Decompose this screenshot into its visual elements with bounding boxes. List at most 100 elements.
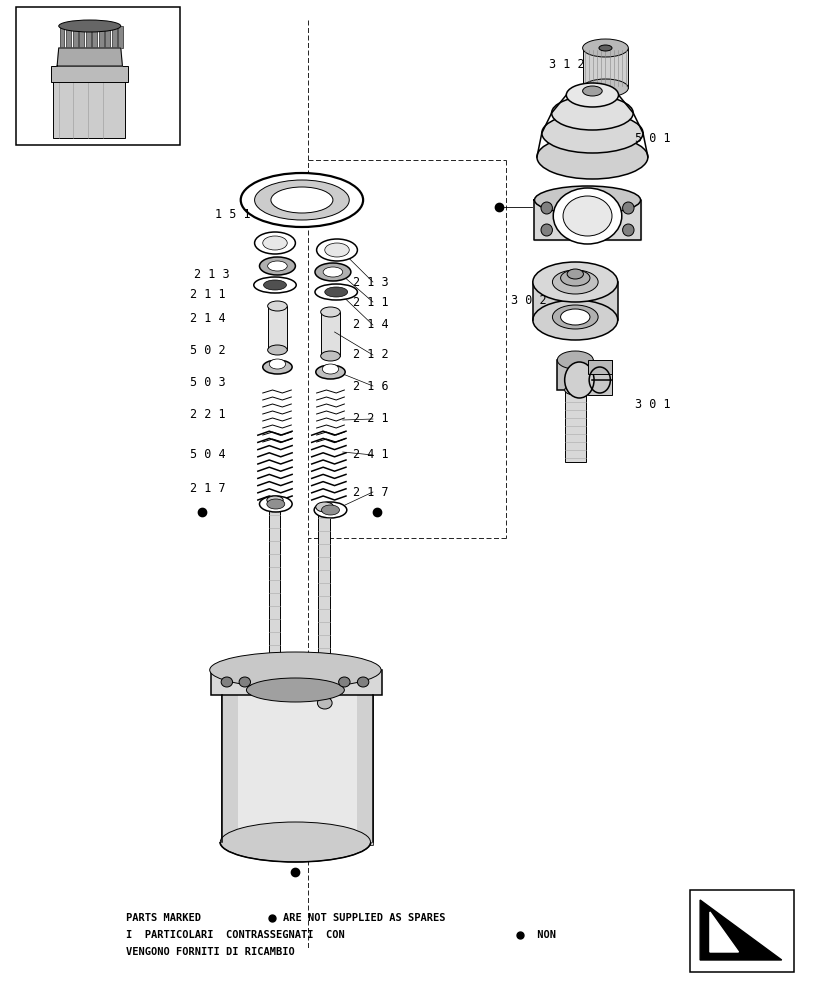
Ellipse shape — [268, 261, 287, 271]
Ellipse shape — [623, 202, 634, 214]
Ellipse shape — [315, 284, 357, 300]
Ellipse shape — [561, 270, 590, 286]
Text: 3 1 2: 3 1 2 — [549, 58, 585, 72]
Ellipse shape — [321, 307, 340, 317]
Bar — [583, 48, 628, 88]
Ellipse shape — [541, 224, 552, 236]
Text: 2 1 3: 2 1 3 — [353, 275, 389, 288]
Ellipse shape — [316, 365, 345, 379]
Ellipse shape — [325, 287, 348, 297]
Text: I  PARTICOLARI  CONTRASSEGNATI  CON: I PARTICOLARI CONTRASSEGNATI CON — [126, 930, 352, 940]
Ellipse shape — [314, 502, 347, 518]
Ellipse shape — [269, 359, 286, 369]
Ellipse shape — [259, 257, 295, 275]
Ellipse shape — [317, 697, 332, 709]
Bar — [588, 360, 612, 374]
Ellipse shape — [254, 277, 296, 293]
Ellipse shape — [255, 180, 349, 220]
Ellipse shape — [323, 267, 343, 277]
Ellipse shape — [566, 83, 619, 107]
Ellipse shape — [533, 262, 618, 302]
Bar — [565, 390, 586, 462]
Text: VENGONO FORNITI DI RICAMBIO: VENGONO FORNITI DI RICAMBIO — [126, 947, 295, 957]
Text: 2 1 2: 2 1 2 — [353, 349, 389, 361]
Ellipse shape — [263, 360, 292, 374]
Text: 5 0 3: 5 0 3 — [190, 375, 226, 388]
Bar — [66, 26, 71, 48]
Ellipse shape — [220, 822, 370, 862]
Text: 2 1 7: 2 1 7 — [190, 482, 226, 494]
Bar — [73, 26, 78, 48]
Text: 1 5 1: 1 5 1 — [215, 209, 251, 222]
Ellipse shape — [552, 96, 633, 130]
Bar — [557, 360, 593, 390]
Text: 2 1 4: 2 1 4 — [353, 318, 389, 332]
Ellipse shape — [259, 496, 292, 512]
Bar — [269, 500, 280, 690]
Text: 5 0 4: 5 0 4 — [190, 448, 226, 462]
Ellipse shape — [623, 224, 634, 236]
Bar — [533, 282, 618, 320]
Text: 2 1 7: 2 1 7 — [353, 486, 389, 498]
Ellipse shape — [267, 496, 283, 504]
Ellipse shape — [267, 499, 285, 509]
Ellipse shape — [315, 263, 351, 281]
Bar — [60, 26, 64, 48]
Bar — [222, 690, 238, 845]
Ellipse shape — [210, 652, 381, 688]
Bar — [357, 690, 373, 845]
Bar — [86, 26, 91, 48]
Text: 3 0 1: 3 0 1 — [635, 398, 671, 412]
Polygon shape — [534, 200, 641, 240]
Bar — [321, 312, 340, 356]
Text: 2 1 3: 2 1 3 — [194, 267, 230, 280]
Ellipse shape — [317, 239, 357, 261]
Bar — [16, 7, 180, 145]
Text: 2 1 1: 2 1 1 — [353, 296, 389, 308]
Ellipse shape — [534, 186, 641, 214]
Ellipse shape — [321, 351, 340, 361]
Ellipse shape — [583, 39, 628, 57]
Ellipse shape — [246, 678, 344, 702]
Text: 2 1 1: 2 1 1 — [190, 288, 226, 302]
Bar — [53, 78, 125, 138]
Ellipse shape — [583, 79, 628, 97]
Bar — [318, 507, 330, 705]
Bar — [118, 26, 123, 48]
Ellipse shape — [541, 202, 552, 214]
Text: 2 2 1: 2 2 1 — [190, 408, 226, 422]
Ellipse shape — [339, 677, 350, 687]
Ellipse shape — [537, 135, 648, 179]
Text: 5 0 2: 5 0 2 — [190, 344, 226, 357]
Bar — [92, 26, 97, 48]
Ellipse shape — [255, 232, 295, 254]
Ellipse shape — [552, 305, 598, 329]
Ellipse shape — [316, 502, 334, 512]
Text: 2 1 6: 2 1 6 — [353, 379, 389, 392]
Bar — [588, 360, 612, 395]
Polygon shape — [57, 48, 122, 66]
Ellipse shape — [553, 188, 622, 244]
Bar — [222, 690, 373, 845]
Ellipse shape — [599, 45, 612, 51]
Ellipse shape — [263, 236, 287, 250]
Ellipse shape — [565, 385, 586, 395]
Ellipse shape — [561, 309, 590, 325]
Ellipse shape — [221, 677, 233, 687]
Ellipse shape — [563, 196, 612, 236]
Ellipse shape — [59, 20, 121, 32]
Ellipse shape — [583, 86, 602, 96]
Bar — [112, 26, 117, 48]
Ellipse shape — [557, 351, 593, 369]
Polygon shape — [700, 900, 782, 960]
Ellipse shape — [239, 677, 251, 687]
Bar — [79, 26, 84, 48]
Text: 5 0 1: 5 0 1 — [635, 131, 671, 144]
Ellipse shape — [271, 187, 333, 213]
Text: PARTS MARKED: PARTS MARKED — [126, 913, 208, 923]
Ellipse shape — [533, 300, 618, 340]
Ellipse shape — [264, 280, 286, 290]
Bar — [105, 26, 110, 48]
Ellipse shape — [241, 173, 363, 227]
Bar — [99, 26, 104, 48]
